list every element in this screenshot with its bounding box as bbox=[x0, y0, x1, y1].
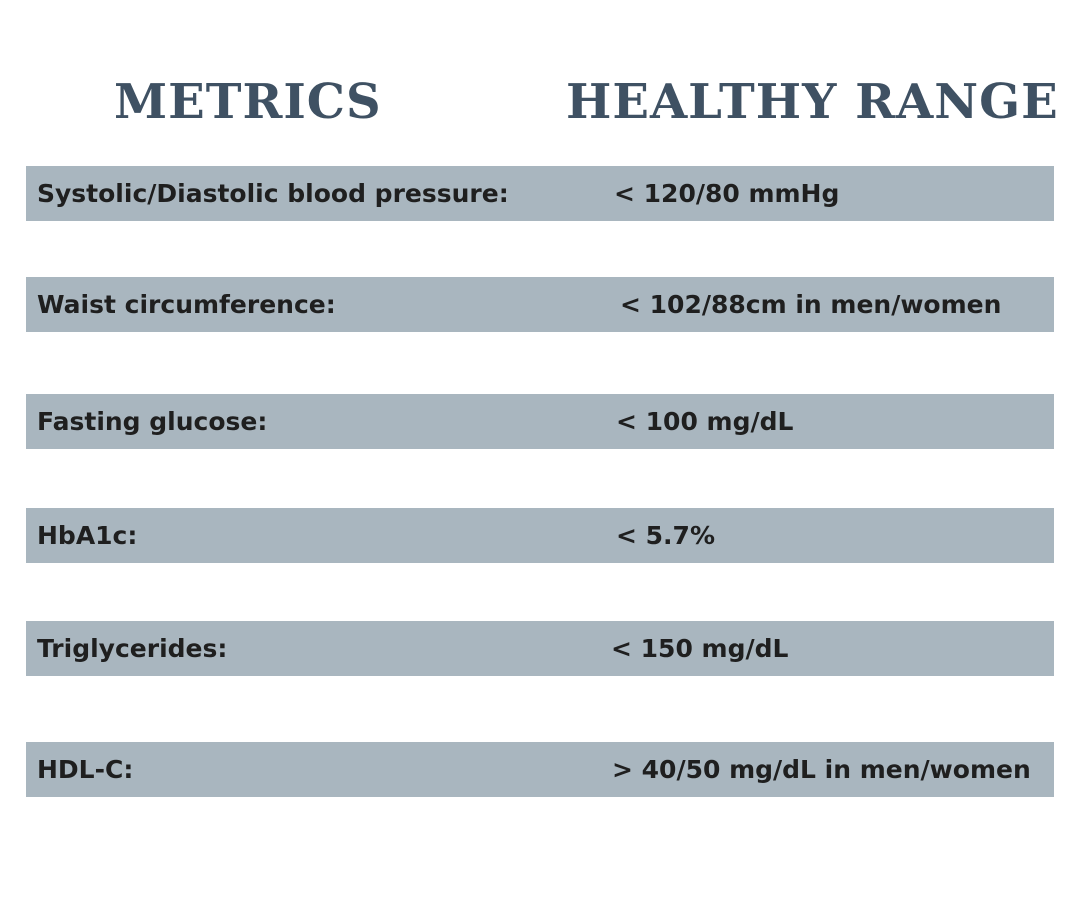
range-value: < 5.7% bbox=[616, 521, 715, 550]
healthy-range-column-heading: HEALTHY RANGE bbox=[566, 74, 1059, 130]
metric-label: HbA1c: bbox=[37, 521, 138, 550]
metric-label: Waist circumference: bbox=[37, 290, 336, 319]
table-row: Systolic/Diastolic blood pressure: < 120… bbox=[26, 166, 1054, 221]
table-row: HbA1c: < 5.7% bbox=[26, 508, 1054, 563]
metric-label: Fasting glucose: bbox=[37, 407, 268, 436]
table-row: HDL-C: > 40/50 mg/dL in men/women bbox=[26, 742, 1054, 797]
range-value: < 102/88cm in men/women bbox=[620, 290, 1002, 319]
table-row: Triglycerides: < 150 mg/dL bbox=[26, 621, 1054, 676]
metric-label: Systolic/Diastolic blood pressure: bbox=[37, 179, 509, 208]
range-value: < 120/80 mmHg bbox=[614, 179, 840, 208]
metrics-column-heading: METRICS bbox=[114, 74, 382, 130]
metric-label: Triglycerides: bbox=[37, 634, 228, 663]
range-value: > 40/50 mg/dL in men/women bbox=[612, 755, 1031, 784]
range-value: < 150 mg/dL bbox=[611, 634, 789, 663]
table-row: Fasting glucose: < 100 mg/dL bbox=[26, 394, 1054, 449]
table-row: Waist circumference: < 102/88cm in men/w… bbox=[26, 277, 1054, 332]
range-value: < 100 mg/dL bbox=[616, 407, 794, 436]
metric-label: HDL-C: bbox=[37, 755, 134, 784]
